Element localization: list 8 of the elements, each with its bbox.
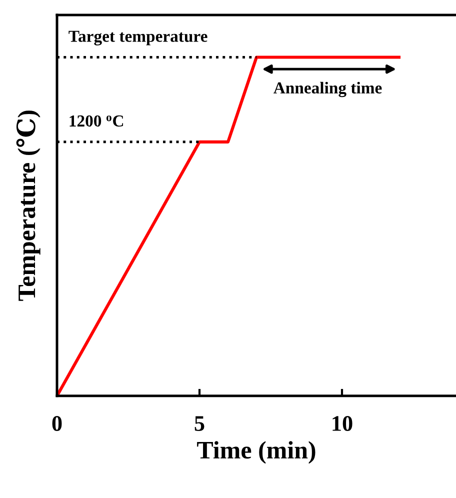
ref-line-label: 1200 $^{o}$C bbox=[70, 115, 124, 127]
x-tick-label: 5 bbox=[194, 416, 204, 431]
ref-line-label: Target temperature bbox=[68, 30, 208, 46]
x-tick-label: 10 bbox=[332, 416, 352, 431]
x-axis-title: Time (min) bbox=[197, 441, 316, 464]
annotation: Annealing time bbox=[274, 82, 382, 98]
y-axis-title: Temperature (℃) bbox=[16, 110, 40, 301]
x-tick-label: 0 bbox=[52, 416, 62, 431]
